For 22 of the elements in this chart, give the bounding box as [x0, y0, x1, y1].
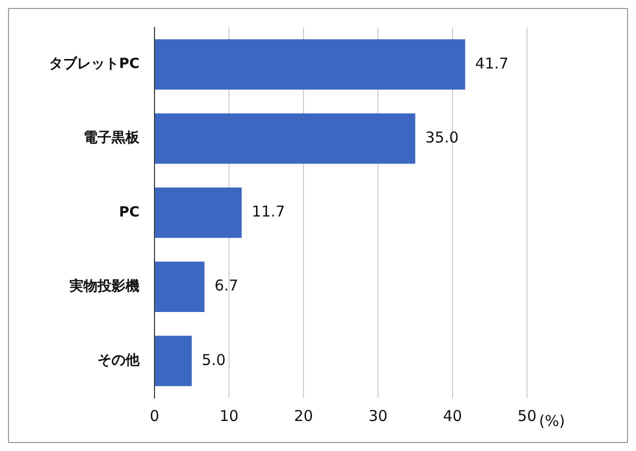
data-label: 6.7	[214, 276, 238, 295]
bar	[155, 113, 416, 164]
bar	[155, 39, 466, 90]
y-tick-label: PC	[118, 204, 140, 220]
x-tick-label: 10	[219, 406, 239, 425]
data-label: 5.0	[202, 350, 226, 369]
x-tick-label: 50	[517, 406, 537, 425]
y-tick-label: その他	[98, 352, 141, 369]
x-tick-label: 20	[294, 406, 314, 425]
x-tick-label: 0	[150, 406, 160, 425]
x-tick-label: 40	[442, 406, 462, 425]
y-tick-label: 電子黒板	[84, 130, 141, 146]
y-tick-label: 実物投影機	[70, 277, 140, 294]
x-tick-label: 30	[368, 406, 388, 425]
bar	[155, 188, 242, 238]
data-label: 41.7	[475, 54, 509, 72]
data-label: 11.7	[252, 202, 286, 221]
bar	[155, 336, 192, 386]
bar	[155, 262, 204, 312]
x-axis-title: (%)	[539, 412, 565, 430]
data-label: 35.0	[425, 128, 459, 146]
y-tick-label: タブレットPC	[48, 55, 140, 72]
